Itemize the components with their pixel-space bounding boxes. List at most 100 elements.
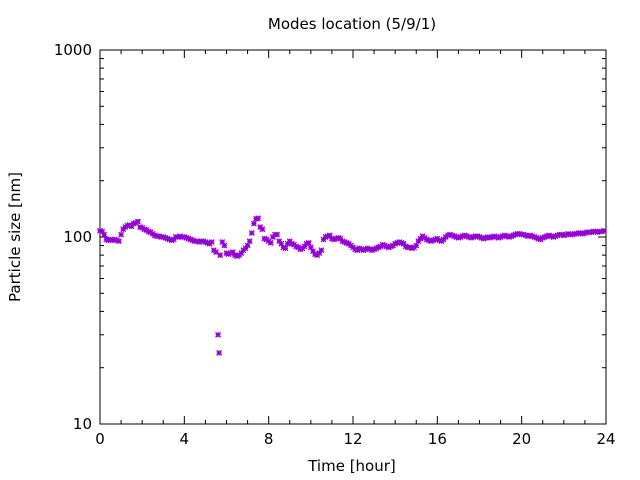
- data-point: [569, 231, 576, 238]
- data-point: [516, 230, 523, 237]
- data-point: [202, 239, 209, 245]
- data-point: [185, 235, 192, 242]
- data-point: [366, 246, 373, 253]
- data-point: [451, 233, 458, 240]
- data-point: [444, 232, 451, 239]
- data-point: [457, 234, 464, 240]
- data-point: [164, 235, 171, 242]
- data-point: [278, 240, 285, 247]
- data-point: [484, 234, 491, 240]
- data-point: [539, 234, 546, 241]
- data-point: [474, 233, 481, 240]
- x-axis-label: Time [hour]: [307, 457, 396, 475]
- data-point: [600, 227, 607, 234]
- data-point: [364, 245, 371, 252]
- data-point: [581, 230, 588, 236]
- data-point: [97, 227, 103, 234]
- data-point: [168, 237, 175, 244]
- data-point: [280, 244, 287, 251]
- data-point: [385, 244, 392, 251]
- data-point: [493, 234, 500, 240]
- data-point: [508, 233, 515, 240]
- data-point: [465, 234, 472, 240]
- data-point: [151, 232, 158, 239]
- data-point: [487, 234, 494, 241]
- data-point: [227, 250, 234, 257]
- data-point: [130, 220, 137, 227]
- data-point: [554, 232, 561, 239]
- data-point: [341, 239, 348, 245]
- data-point: [183, 234, 190, 241]
- data-point: [425, 237, 432, 244]
- data-point: [406, 244, 413, 251]
- data-point: [533, 234, 540, 241]
- data-point: [160, 234, 167, 240]
- data-point: [219, 239, 226, 245]
- data-point: [113, 237, 120, 244]
- data-point: [124, 222, 131, 229]
- data-point: [577, 230, 584, 236]
- data-point: [449, 232, 456, 239]
- data-point: [303, 240, 310, 247]
- data-point: [392, 240, 399, 247]
- data-point: [324, 233, 331, 240]
- data-points: [97, 215, 607, 356]
- data-point: [531, 234, 538, 240]
- data-point: [231, 252, 238, 259]
- data-point: [497, 234, 504, 240]
- data-point: [371, 246, 378, 253]
- data-point: [282, 245, 289, 252]
- data-point: [333, 235, 340, 242]
- data-point: [436, 237, 443, 244]
- data-point: [316, 250, 323, 257]
- data-point: [259, 226, 266, 233]
- data-point: [175, 234, 181, 240]
- data-point: [573, 230, 580, 237]
- data-point: [134, 218, 141, 225]
- data-point: [512, 231, 519, 238]
- data-point: [107, 236, 114, 243]
- data-point: [297, 246, 304, 253]
- x-tick-label: 20: [512, 430, 531, 448]
- data-point: [592, 228, 599, 235]
- data-point: [331, 236, 337, 243]
- data-point: [362, 246, 369, 253]
- data-point: [529, 233, 536, 240]
- data-point: [482, 234, 489, 241]
- data-point: [322, 234, 329, 240]
- data-point: [166, 236, 173, 243]
- data-point: [562, 231, 569, 238]
- data-point: [204, 239, 211, 246]
- data-point: [461, 232, 468, 239]
- data-point: [215, 331, 222, 338]
- data-point: [432, 236, 439, 243]
- data-point: [544, 233, 550, 240]
- data-point: [383, 243, 390, 250]
- data-point: [145, 228, 152, 235]
- data-point: [267, 239, 274, 246]
- data-point: [318, 247, 325, 254]
- data-point: [196, 239, 203, 245]
- data-point: [491, 233, 498, 240]
- data-point: [103, 236, 110, 243]
- chart-title: Modes location (5/9/1): [268, 15, 436, 33]
- data-point: [187, 236, 194, 243]
- data-point: [402, 243, 409, 250]
- data-point: [339, 238, 346, 245]
- data-point: [396, 239, 403, 245]
- x-tick-label: 4: [180, 430, 190, 448]
- data-point: [535, 235, 542, 242]
- data-point: [522, 232, 529, 239]
- y-tick-label: 1000: [54, 41, 92, 59]
- data-point: [255, 215, 262, 222]
- data-point: [200, 238, 207, 245]
- data-point: [447, 231, 453, 238]
- data-point: [548, 233, 555, 240]
- data-point: [375, 244, 382, 251]
- data-point: [394, 239, 401, 246]
- data-point: [141, 226, 148, 233]
- data-point: [520, 231, 527, 238]
- x-tick-label: 16: [428, 430, 447, 448]
- data-point: [194, 238, 200, 245]
- data-point: [223, 250, 230, 257]
